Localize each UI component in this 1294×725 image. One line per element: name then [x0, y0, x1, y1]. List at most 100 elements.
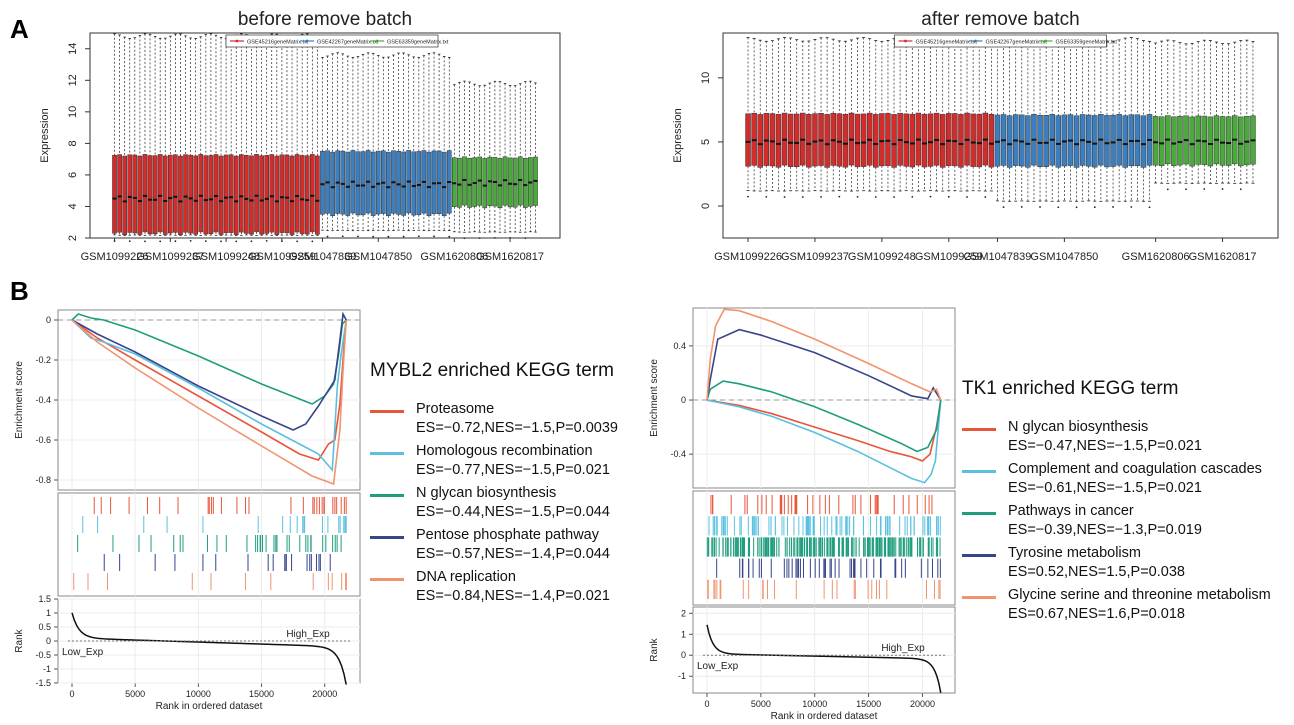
legend-swatch: [962, 428, 996, 431]
high-exp-annotation: High_Exp: [286, 629, 330, 640]
outlier-point: [783, 196, 786, 198]
y-tick-label: 12: [67, 74, 79, 86]
es-curve-1: [71, 319, 348, 473]
legend-title: TK1 enriched KEGG term: [962, 378, 1179, 399]
y-tick-label: -0.4: [35, 395, 51, 405]
outlier-point: [326, 235, 329, 238]
box: [228, 154, 234, 233]
legend-series-stats: ES=−0.47,NES=−1.5,P=0.021: [1008, 438, 1202, 454]
y-tick-label: 0: [46, 315, 51, 325]
y-tick-label: 10: [700, 72, 712, 84]
high-exp-annotation: High_Exp: [881, 643, 925, 654]
x-tick-label: 5000: [751, 699, 771, 709]
rank-tick-label: 0: [46, 636, 51, 646]
x-tick-label: GSM1099259: [248, 251, 316, 263]
outlier-point: [874, 196, 877, 198]
outlier-point: [341, 235, 344, 238]
box: [1219, 116, 1226, 166]
box: [360, 151, 366, 216]
x-tick-label: GSM1047850: [344, 251, 412, 263]
outlier-point: [911, 196, 914, 198]
legend-entry: GSE42267geneMatrix.txt: [317, 40, 379, 46]
box: [1140, 115, 1147, 168]
y-tick-label: -0.8: [35, 475, 51, 485]
box: [939, 114, 946, 168]
box: [763, 113, 770, 166]
legend-series-name: Glycine serine and threonine metabolism: [1008, 587, 1271, 603]
box: [970, 113, 976, 167]
gsea-plot-tk1: 0.4 0 -0.4 Enrichment score 0 5000 10000 15000 2…: [649, 307, 956, 722]
plot-frame: [722, 32, 1279, 239]
y-tick-label: 2: [67, 235, 79, 241]
x-tick-label: GSM1099237: [136, 251, 204, 263]
outlier-point: [220, 240, 222, 243]
box: [1055, 115, 1062, 168]
box: [441, 151, 447, 216]
box: [1104, 115, 1110, 168]
low-exp-annotation: Low_Exp: [697, 661, 739, 672]
x-tick-label: 10000: [802, 699, 827, 709]
legend-series-name: DNA replication: [416, 569, 516, 585]
box: [946, 113, 952, 166]
box: [112, 154, 117, 234]
box: [482, 158, 488, 209]
box: [787, 113, 794, 167]
x-axis-label: Rank in ordered dataset: [156, 701, 263, 712]
legend-entry: GSE45216geneMatrix.txt: [916, 40, 978, 46]
rank-axis-label: Rank: [649, 637, 660, 661]
x-tick-label: GSM1620806: [420, 251, 488, 263]
box: [269, 154, 275, 233]
legend-item: N glycan biosynthesis ES=−0.47,NES=−1.5,P…: [962, 418, 1271, 456]
box: [1171, 116, 1177, 167]
box: [330, 151, 335, 217]
y-tick-label: 6: [67, 172, 79, 178]
legend-swatch: [370, 494, 404, 497]
legend-item: Glycine serine and threonine metabolism E…: [962, 586, 1271, 624]
x-tick-label: 15000: [856, 699, 881, 709]
box: [812, 113, 818, 167]
x-tick-label: 20000: [312, 689, 337, 699]
outlier-point: [433, 235, 435, 238]
outlier-point: [1203, 188, 1206, 190]
box: [299, 155, 305, 234]
box: [183, 154, 188, 233]
outlier-point: [1039, 206, 1041, 208]
legend-series-stats: ES=−0.57,NES=−1.4,P=0.044: [416, 546, 610, 562]
box: [238, 154, 244, 233]
outlier-point: [372, 235, 375, 238]
legend-series-name: Tyrosine metabolism: [1008, 545, 1141, 561]
x-tick-label: 20000: [910, 699, 935, 709]
outlier-point: [1002, 206, 1005, 209]
es-curve-1: [706, 399, 942, 484]
box: [173, 154, 178, 233]
outlier-point: [144, 240, 146, 243]
y-tick-label: 0: [681, 395, 686, 405]
outlier-point: [984, 196, 987, 198]
box: [1006, 115, 1013, 168]
outlier-point: [493, 236, 496, 239]
box: [988, 114, 995, 168]
box: [213, 154, 219, 233]
outlier-point: [765, 195, 768, 198]
box: [340, 150, 346, 215]
x-tick-label: GSM1099237: [781, 251, 849, 263]
box: [994, 114, 1001, 167]
y-tick-label: 5: [700, 139, 712, 145]
rank-tick-label: -1: [678, 671, 686, 681]
box: [411, 151, 417, 216]
legend-series-name: Pentose phosphate pathway: [416, 527, 599, 543]
box: [497, 158, 503, 208]
outlier-point: [929, 195, 932, 198]
box: [818, 113, 824, 166]
box: [274, 155, 280, 235]
rank-tick-label: -0.5: [35, 650, 51, 660]
outlier-point: [1130, 206, 1133, 208]
legend-marker: [1044, 39, 1047, 43]
legend-swatch: [370, 452, 404, 455]
box: [386, 151, 391, 217]
box: [320, 150, 325, 215]
box: [1025, 115, 1031, 168]
box: [137, 155, 143, 235]
legend-tk1: TK1 enriched KEGG term N glycan biosynth…: [962, 378, 1271, 628]
